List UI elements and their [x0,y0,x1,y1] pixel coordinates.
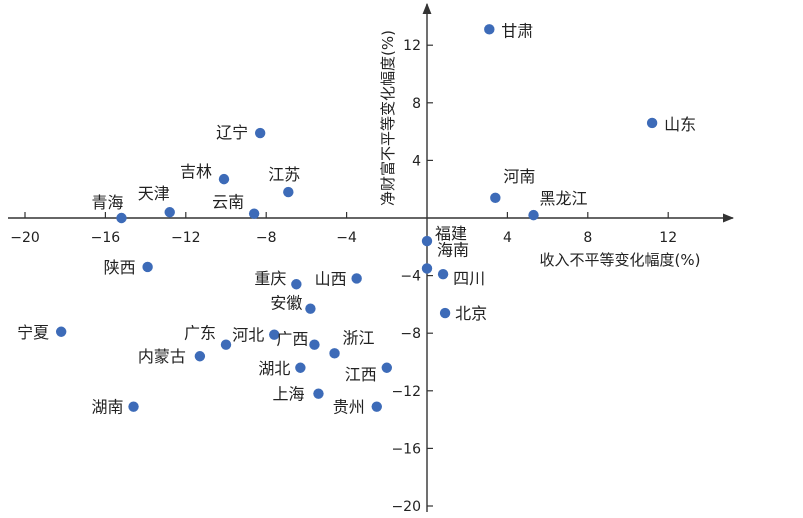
x-tick-label: −8 [256,230,277,246]
data-point [116,212,127,224]
point-label: 北京 [455,304,487,323]
data-point [437,268,449,280]
point-label: 江西 [345,365,377,384]
point-label: 湖南 [92,398,124,417]
x-axis-title: 收入不平等变化幅度(%) [540,251,701,269]
point-label: 河南 [503,167,535,186]
data-point [283,186,294,198]
point-label: 内蒙古 [138,347,186,366]
point-label: 山东 [664,115,696,134]
data-point [421,235,433,247]
data-point [269,329,280,340]
x-tick-label: 4 [503,230,512,246]
data-point [142,261,153,273]
data-point [439,307,451,319]
point-label: 浙江 [343,328,375,347]
data-point [218,173,230,185]
point-label: 广东 [184,324,216,343]
x-tick-label: −16 [91,230,121,246]
point-label: 福建 [435,224,467,243]
data-point [309,339,320,350]
data-points [55,24,658,412]
data-point [194,351,206,362]
point-label: 吉林 [180,162,212,181]
y-tick-label: −20 [391,499,421,515]
data-point [329,348,340,359]
y-axis-title: 净财富不平等变化幅度(%) [379,30,397,206]
data-point [295,362,306,373]
point-label: 天津 [138,184,170,203]
point-label: 江苏 [268,165,300,184]
point-label: 上海 [272,385,304,404]
data-point [490,192,501,204]
x-tick-label: −12 [171,230,201,246]
data-point [371,401,382,412]
point-label: 宁夏 [17,323,49,342]
data-point [381,362,392,373]
x-tick-label: 8 [583,230,592,246]
point-label: 甘肃 [501,21,533,40]
point-label: 辽宁 [216,123,248,142]
y-tick-label: −8 [400,326,421,342]
y-tick-label: 4 [412,153,421,169]
y-tick-label: −16 [391,441,421,457]
point-label: 贵州 [333,398,365,417]
point-label: 山西 [315,269,347,288]
point-label: 广西 [276,330,308,349]
point-label: 湖北 [258,359,290,378]
data-point [646,117,658,129]
data-point [351,273,362,284]
y-tick-label: 8 [412,96,421,112]
point-label: 海南 [437,240,469,259]
point-label: 河北 [232,326,264,345]
y-tick-label: 12 [403,38,421,54]
x-tick-label: −20 [10,230,40,246]
point-label: 云南 [212,193,244,212]
data-point [254,127,266,139]
y-tick-label: −4 [400,269,421,285]
point-label: 黑龙江 [540,189,588,208]
data-point [313,388,324,399]
axis-ticks: −20 −16 −12 −8 −4 4 8 12 12 8 4 −4 −8 −12 −16 −20 [10,38,677,515]
point-label: 安徽 [270,294,302,313]
data-point [305,303,316,314]
data-point [528,209,539,221]
x-tick-label: 12 [659,230,677,246]
data-point [484,24,495,35]
point-label: 四川 [453,269,485,288]
data-point [248,208,260,219]
data-point [128,401,139,412]
x-tick-label: −4 [336,230,357,246]
data-point [220,339,232,350]
point-label: 重庆 [254,269,286,288]
data-point [291,279,302,290]
data-point [55,326,67,337]
y-tick-label: −12 [391,384,421,400]
point-label: 陕西 [104,258,136,277]
point-label: 青海 [91,193,123,212]
data-point [164,207,175,218]
data-point [421,263,433,274]
